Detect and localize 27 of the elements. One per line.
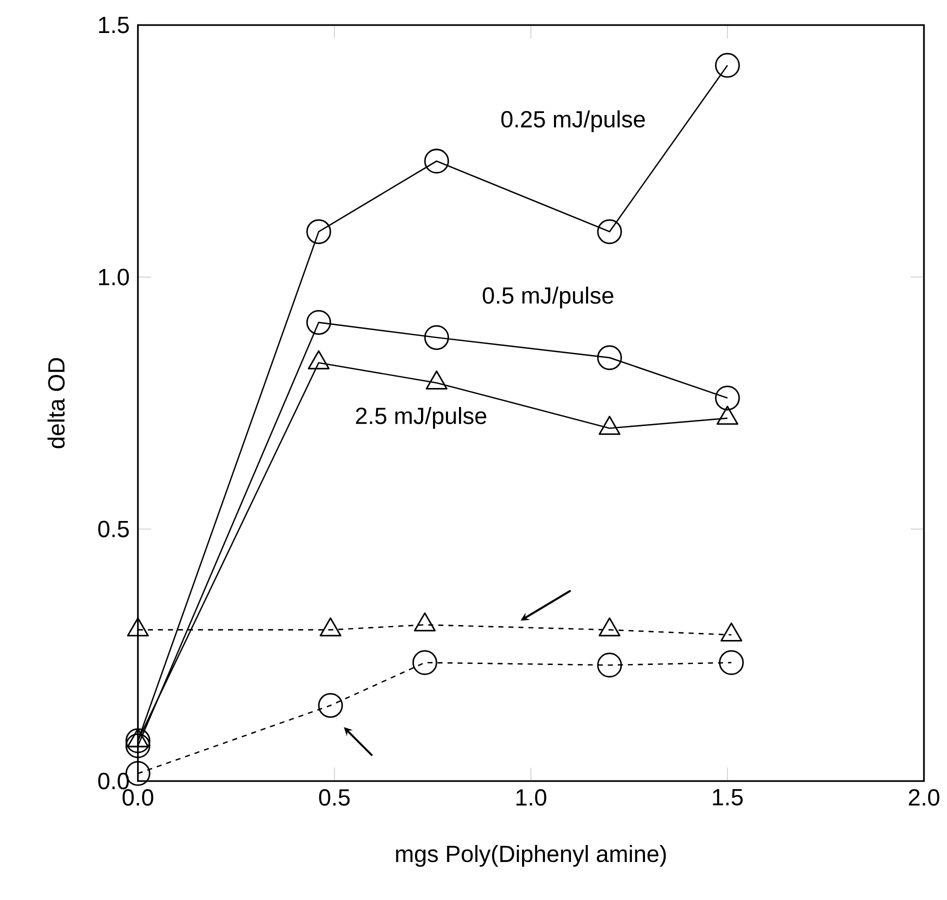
x-tick-label: 2.0 — [908, 789, 940, 806]
x-tick-label: 0.5 — [319, 789, 350, 806]
point — [424, 148, 450, 174]
x-tick-label: 1.5 — [712, 789, 743, 806]
x-tick-label: 1.0 — [516, 789, 546, 806]
y-tick-label: 0.5 — [98, 520, 129, 538]
y-tick-label: 1.0 — [99, 268, 129, 286]
y-tick-label: 1.5 — [99, 16, 129, 34]
series-label: 0.5 mJ/pulse — [482, 286, 614, 308]
point — [597, 219, 622, 244]
point — [424, 325, 450, 350]
point — [597, 652, 622, 678]
point — [412, 650, 438, 676]
point — [715, 386, 740, 410]
x-tick-label: 0.0 — [122, 789, 154, 806]
point — [125, 728, 150, 754]
point — [125, 733, 150, 758]
point — [715, 52, 740, 78]
point — [306, 219, 332, 244]
x-axis-title: mgs Poly(Diphenyl amine) — [396, 844, 666, 867]
point — [597, 345, 622, 370]
point — [718, 650, 744, 676]
series-label: 2.5 mJ/pulse — [356, 406, 486, 429]
point — [318, 692, 343, 718]
y-axis-title: delta OD — [48, 358, 65, 448]
point — [306, 310, 332, 335]
series-label: 0.25 mJ/pulse — [501, 110, 645, 132]
